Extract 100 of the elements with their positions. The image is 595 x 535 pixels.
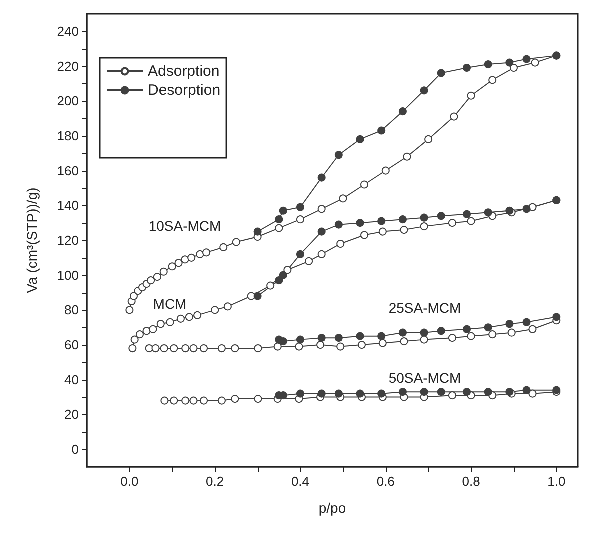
point bbox=[424, 135, 433, 144]
y-tick-label: 220 bbox=[57, 58, 79, 74]
point bbox=[218, 344, 226, 353]
point bbox=[266, 282, 275, 290]
point bbox=[552, 313, 561, 322]
point bbox=[484, 208, 492, 217]
point bbox=[254, 228, 262, 236]
point bbox=[437, 327, 446, 336]
point bbox=[247, 292, 256, 300]
point bbox=[420, 86, 428, 95]
point bbox=[275, 276, 284, 285]
point bbox=[356, 390, 364, 398]
point bbox=[360, 231, 369, 240]
point bbox=[510, 64, 518, 72]
point bbox=[296, 216, 304, 224]
annotation: 25SA-MCM bbox=[388, 300, 462, 316]
point bbox=[463, 325, 471, 334]
point bbox=[528, 325, 537, 334]
point bbox=[318, 334, 326, 342]
point bbox=[448, 392, 456, 400]
point bbox=[378, 339, 387, 348]
y-axis-title: Va (cm³(STP))/g) bbox=[24, 188, 40, 294]
point bbox=[522, 386, 531, 394]
point bbox=[420, 214, 428, 222]
point bbox=[531, 58, 540, 67]
point bbox=[190, 344, 198, 353]
point bbox=[528, 390, 537, 398]
annotation: MCM bbox=[153, 296, 187, 312]
point bbox=[126, 306, 134, 314]
point bbox=[437, 388, 446, 396]
point bbox=[275, 224, 284, 232]
point bbox=[149, 325, 158, 334]
point bbox=[136, 330, 144, 339]
point bbox=[190, 396, 198, 405]
point bbox=[274, 342, 282, 351]
point bbox=[334, 334, 343, 342]
point bbox=[231, 395, 240, 404]
point bbox=[488, 330, 497, 339]
point bbox=[508, 328, 516, 337]
point bbox=[463, 64, 471, 72]
point bbox=[398, 108, 407, 116]
point bbox=[336, 342, 345, 351]
point bbox=[467, 332, 476, 340]
point bbox=[254, 344, 262, 353]
legend-label: Adsorption bbox=[148, 63, 220, 80]
x-tick-label: 0.8 bbox=[462, 474, 480, 489]
y-tick-label: 60 bbox=[64, 338, 79, 353]
point bbox=[378, 332, 386, 340]
point bbox=[522, 318, 531, 326]
y-tick-label: 180 bbox=[57, 128, 79, 144]
point bbox=[467, 92, 476, 100]
point bbox=[174, 259, 183, 268]
point bbox=[254, 395, 262, 404]
point bbox=[378, 390, 386, 398]
point bbox=[378, 126, 386, 135]
point bbox=[334, 151, 343, 160]
point bbox=[160, 268, 168, 276]
point bbox=[160, 344, 168, 353]
y-tick-label: 160 bbox=[57, 163, 79, 178]
x-tick-label: 1.0 bbox=[548, 474, 566, 489]
point bbox=[231, 344, 240, 353]
point bbox=[202, 248, 211, 257]
point bbox=[334, 390, 343, 398]
x-tick-label: 0.0 bbox=[120, 474, 139, 489]
point bbox=[128, 344, 137, 353]
point bbox=[170, 344, 178, 353]
x-tick-label: 0.4 bbox=[291, 474, 310, 489]
point bbox=[403, 152, 412, 161]
point bbox=[170, 396, 178, 405]
point bbox=[506, 58, 514, 67]
point bbox=[448, 219, 456, 228]
point bbox=[398, 328, 407, 337]
point bbox=[254, 292, 262, 300]
point bbox=[156, 320, 165, 328]
point bbox=[196, 250, 204, 258]
point bbox=[296, 336, 304, 344]
x-tick-label: 0.2 bbox=[206, 474, 224, 489]
point bbox=[296, 390, 304, 398]
point bbox=[318, 205, 326, 214]
point bbox=[522, 55, 531, 64]
y-tick-label: 0 bbox=[72, 442, 79, 458]
point bbox=[316, 341, 325, 350]
x-tick-label: 0.6 bbox=[376, 474, 395, 489]
point bbox=[200, 344, 208, 353]
annotation: 10SA-MCM bbox=[148, 218, 222, 234]
point bbox=[356, 332, 364, 340]
point bbox=[437, 212, 446, 220]
point bbox=[336, 240, 345, 248]
point bbox=[356, 219, 364, 228]
point bbox=[360, 180, 369, 189]
point bbox=[463, 388, 471, 396]
point bbox=[420, 222, 428, 231]
point bbox=[506, 320, 514, 328]
y-tick-label: 40 bbox=[64, 372, 79, 388]
point bbox=[358, 341, 366, 350]
point bbox=[437, 69, 446, 78]
point bbox=[488, 76, 497, 84]
point bbox=[382, 166, 390, 175]
point bbox=[378, 217, 386, 226]
point bbox=[130, 292, 138, 300]
